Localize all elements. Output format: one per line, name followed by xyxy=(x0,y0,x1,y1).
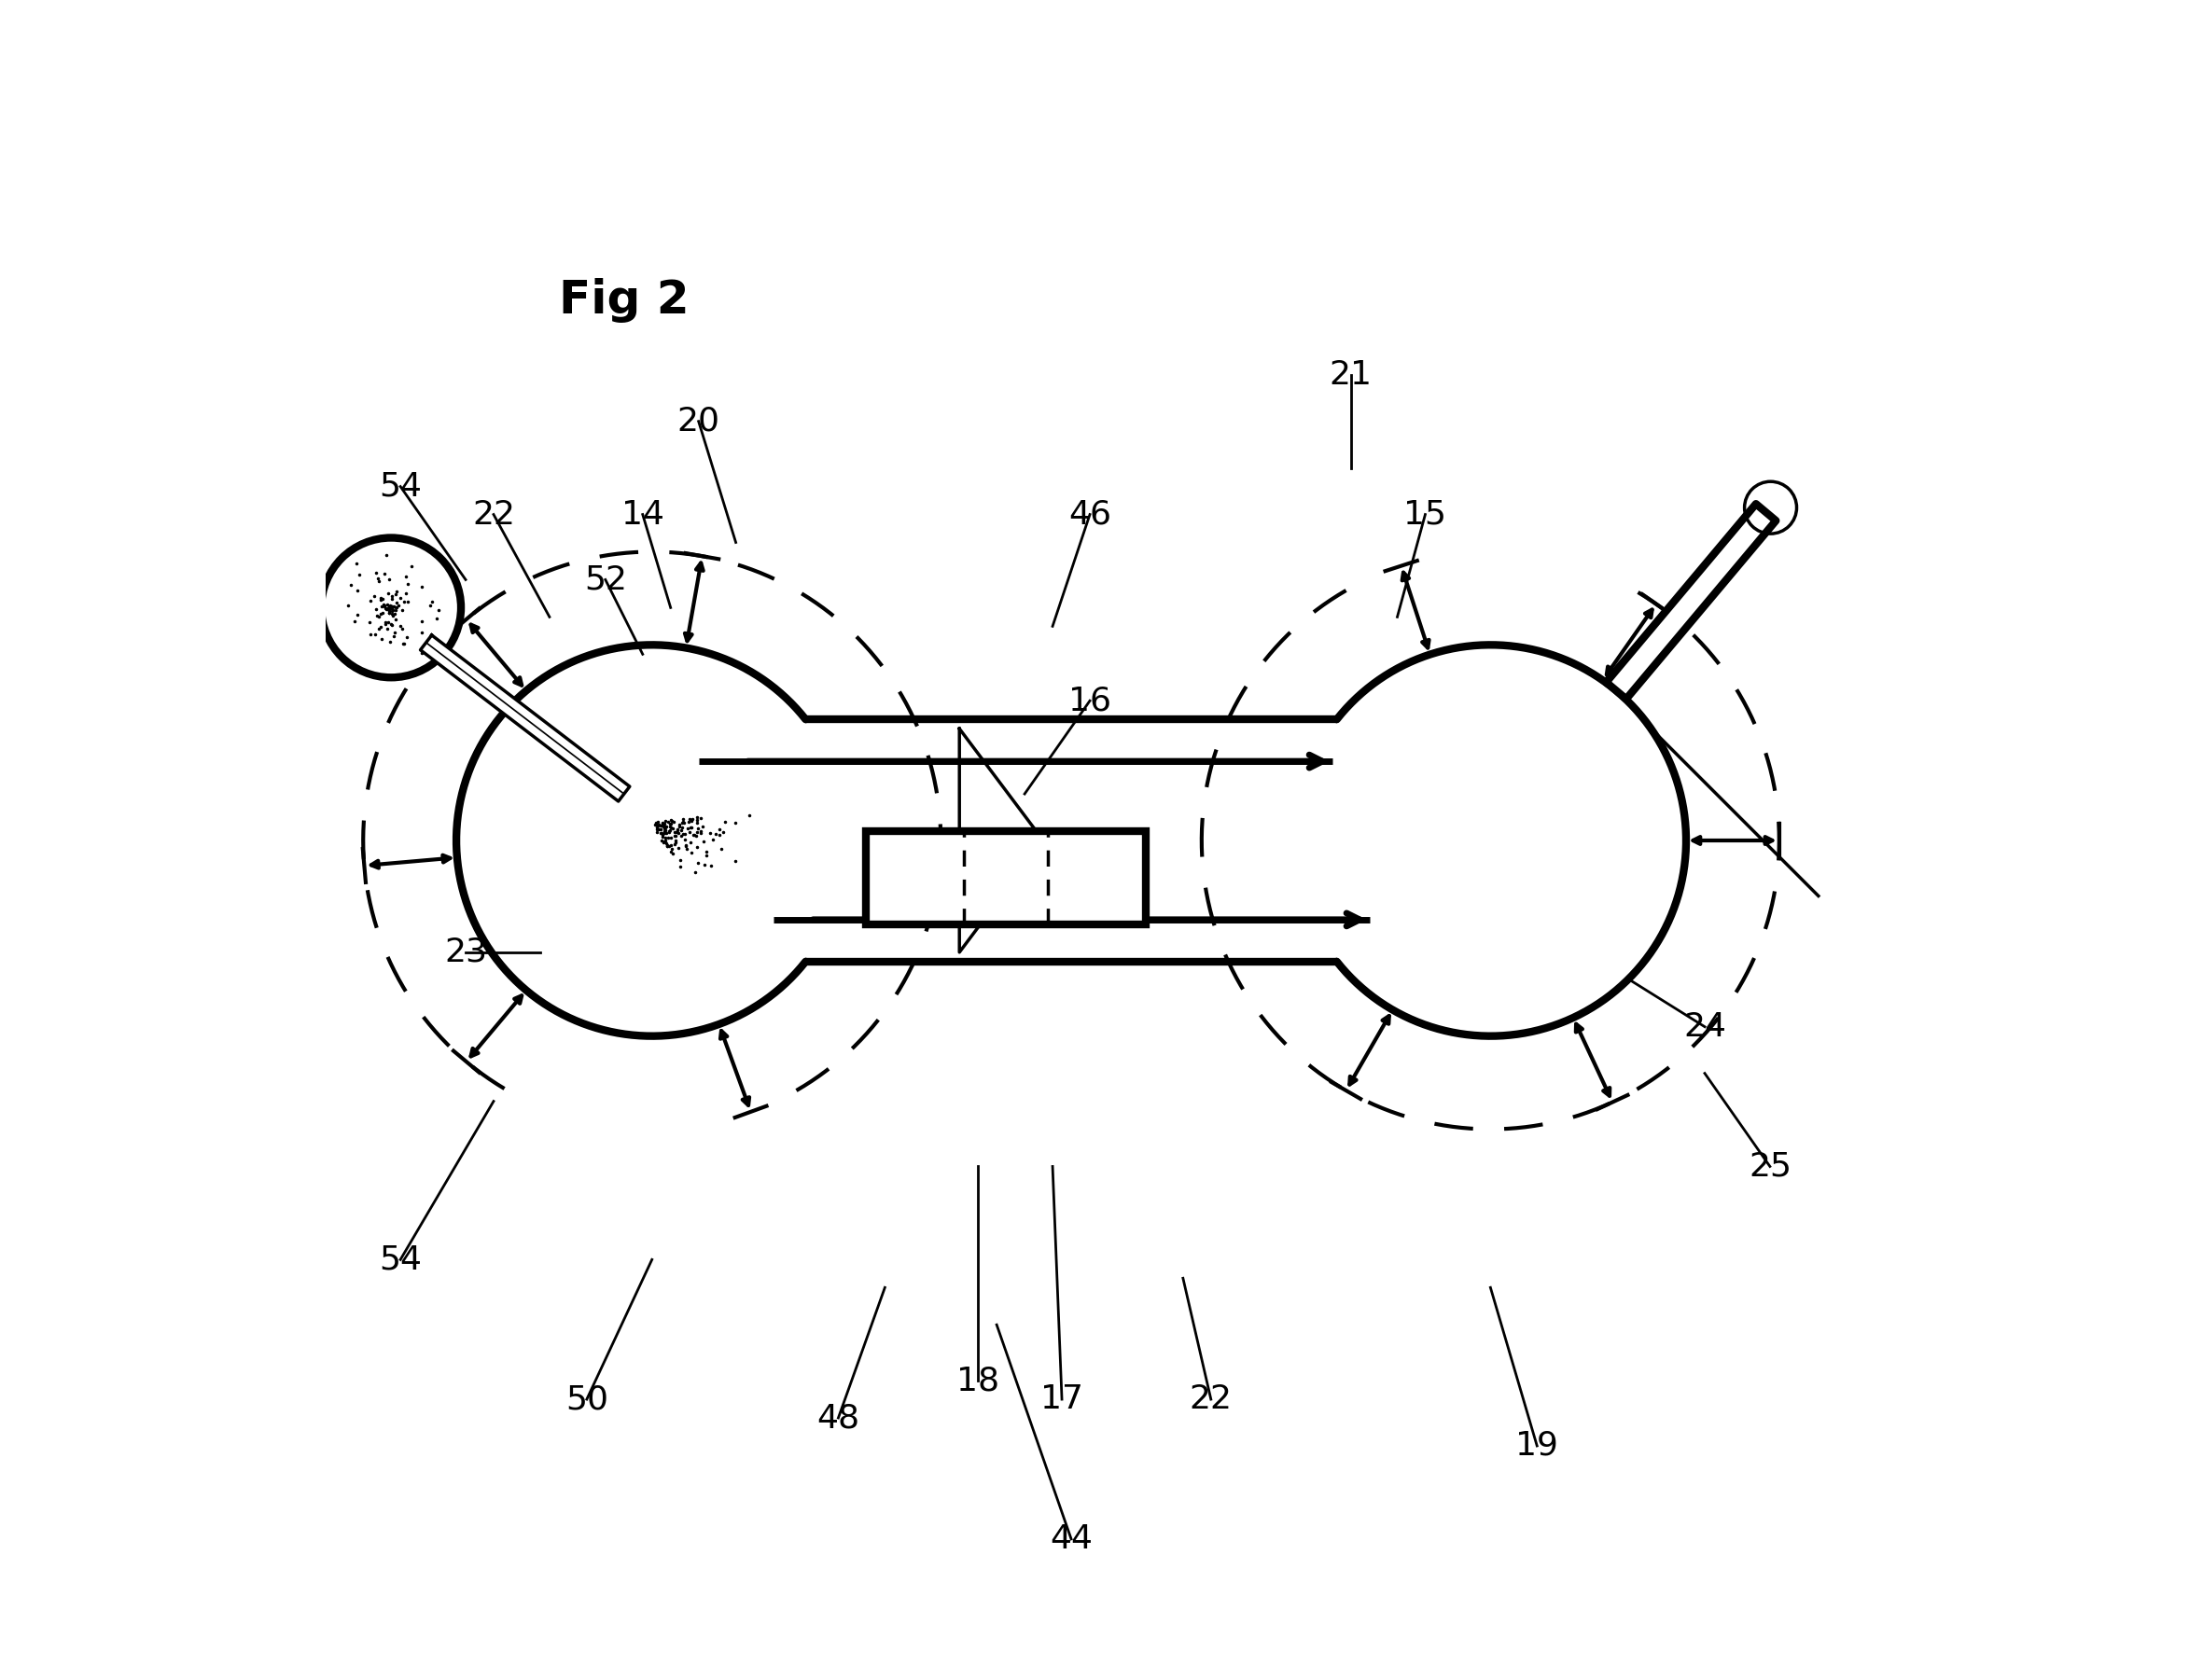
Text: 54: 54 xyxy=(379,470,422,502)
Polygon shape xyxy=(1607,504,1775,699)
Text: Fig 2: Fig 2 xyxy=(558,277,690,323)
Text: 16: 16 xyxy=(1068,685,1112,717)
Text: 15: 15 xyxy=(1403,499,1447,531)
Text: 17: 17 xyxy=(1040,1383,1084,1415)
Text: 24: 24 xyxy=(1683,1011,1727,1043)
Text: 14: 14 xyxy=(622,499,663,531)
Text: 46: 46 xyxy=(1068,499,1112,531)
Text: 21: 21 xyxy=(1329,360,1373,391)
Text: 18: 18 xyxy=(957,1364,1000,1396)
Text: 25: 25 xyxy=(1749,1151,1791,1183)
Bar xyxy=(867,832,1145,924)
Text: 50: 50 xyxy=(565,1383,609,1415)
Text: 54: 54 xyxy=(379,1243,422,1275)
Text: 48: 48 xyxy=(816,1403,860,1433)
Text: 44: 44 xyxy=(1051,1524,1092,1556)
Text: 22: 22 xyxy=(473,499,514,531)
Text: 52: 52 xyxy=(584,564,626,595)
Text: 20: 20 xyxy=(676,405,720,437)
Polygon shape xyxy=(420,635,630,801)
Circle shape xyxy=(322,538,462,677)
Text: 19: 19 xyxy=(1515,1430,1559,1462)
Text: 23: 23 xyxy=(444,936,488,968)
Text: 22: 22 xyxy=(1189,1383,1232,1415)
